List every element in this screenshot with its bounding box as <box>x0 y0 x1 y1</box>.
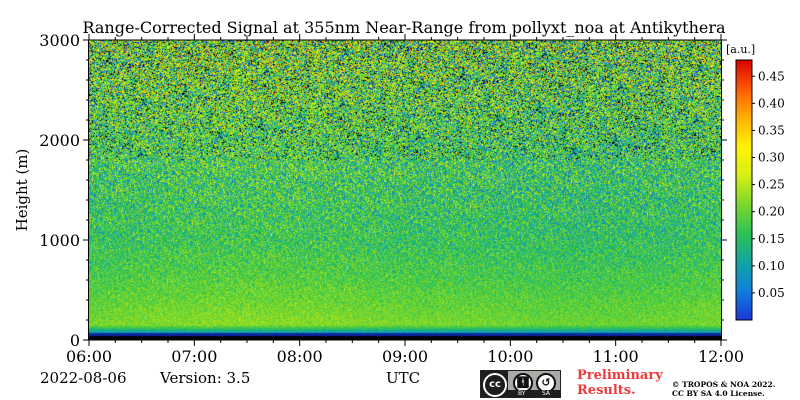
cc-by-label: BY <box>518 390 526 397</box>
preliminary-line-1: Preliminary <box>577 368 663 383</box>
y-tick-label: 1000 <box>39 231 80 250</box>
y-axis: 0 1000 2000 3000 <box>39 31 727 350</box>
y-tick-label: 2000 <box>39 131 80 150</box>
colorbar-unit-label: [a.u.] <box>726 43 755 56</box>
x-tick-label: 10:00 <box>487 347 533 366</box>
colorbar-tick-label: 0.20 <box>758 205 785 219</box>
preliminary-line-2: Results. <box>577 383 636 398</box>
colorbar-tick-label: 0.25 <box>758 178 785 192</box>
colorbar <box>735 59 753 321</box>
colorbar-tick-label: 0.10 <box>758 259 785 273</box>
colorbar-tick-label: 0.30 <box>758 151 785 165</box>
y-tick-label: 0 <box>70 331 80 350</box>
colorbar-ticks: 0.05 0.10 0.15 0.20 0.25 0.30 0.35 0.40 0.45 <box>752 69 785 300</box>
date-label: 2022-08-06 <box>40 369 127 387</box>
heatmap-image <box>89 40 721 340</box>
x-axis: 06:00 07:00 08:00 09:00 10:00 11:00 12:00 <box>66 34 744 366</box>
y-axis-label: Height (m) <box>13 149 31 232</box>
copyright-line-2: CC BY SA 4.0 License. <box>672 389 765 398</box>
colorbar-tick-label: 0.05 <box>758 286 785 300</box>
x-tick-label: 08:00 <box>277 347 323 366</box>
cc-logo-icon: cc <box>481 371 508 397</box>
cc-license-badge: cc 🚹︎ ↺ BY SA <box>480 370 561 398</box>
copyright-line-1: © TROPOS & NOA 2022. <box>672 380 776 389</box>
x-tick-label: 09:00 <box>382 347 428 366</box>
x-tick-label: 07:00 <box>171 347 217 366</box>
x-axis-label: UTC <box>386 369 421 387</box>
cc-license-strip: BY SA <box>508 390 560 397</box>
x-tick-label: 12:00 <box>698 347 744 366</box>
colorbar-tick-label: 0.15 <box>758 232 785 246</box>
x-tick-label: 11:00 <box>593 347 639 366</box>
cc-sa-label: SA <box>542 390 551 397</box>
chart-title: Range-Corrected Signal at 355nm Near-Ran… <box>82 18 726 37</box>
colorbar-tick-label: 0.35 <box>758 123 785 137</box>
preliminary-results-notice: Preliminary Results. <box>577 368 663 398</box>
colorbar-tick-label: 0.40 <box>758 96 785 110</box>
copyright-notice: © TROPOS & NOA 2022. CC BY SA 4.0 Licens… <box>672 380 775 398</box>
share-alike-icon: ↺ <box>536 373 556 393</box>
y-tick-label: 3000 <box>39 31 80 50</box>
version-label: Version: 3.5 <box>160 369 251 387</box>
x-tick-label: 06:00 <box>66 347 112 366</box>
colorbar-tick-label: 0.45 <box>758 69 785 83</box>
